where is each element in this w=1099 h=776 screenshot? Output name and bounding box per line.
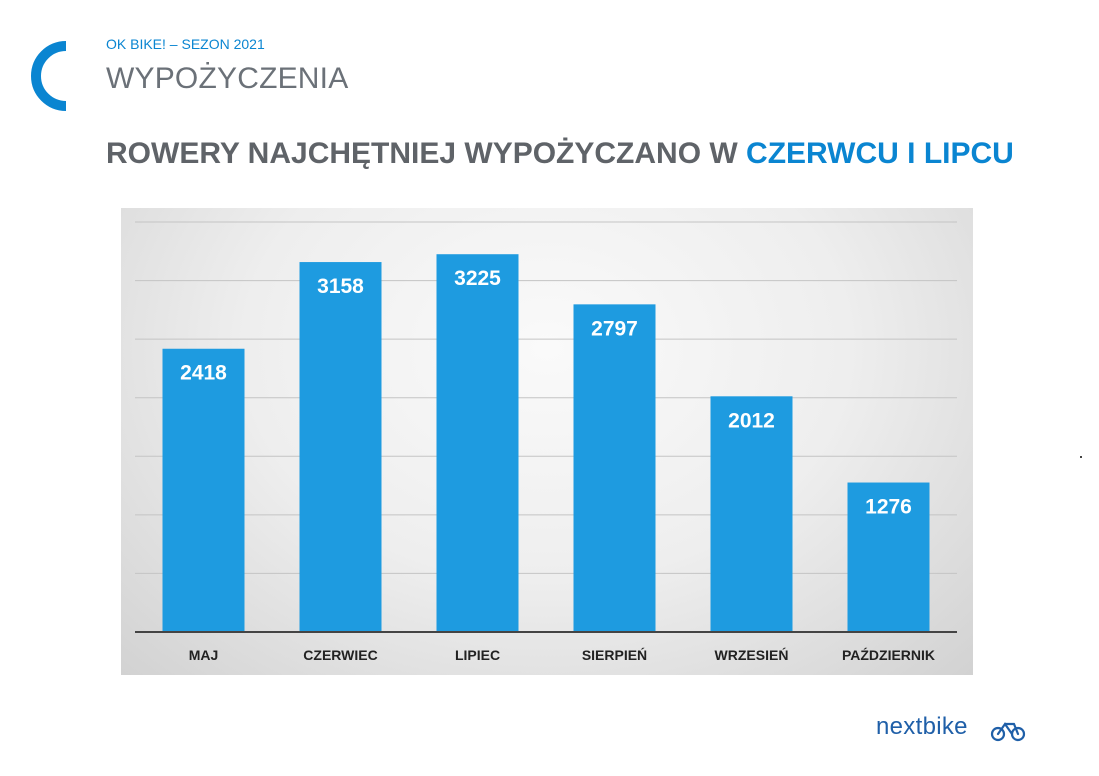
x-tick-label: CZERWIEC bbox=[303, 647, 377, 663]
bar-październik bbox=[847, 482, 930, 632]
bar-czerwiec bbox=[299, 262, 382, 632]
logo-c-icon bbox=[31, 41, 67, 111]
section-title: WYPOŻYCZENIA bbox=[106, 62, 349, 95]
x-tick-label: PAŹDZIERNIK bbox=[842, 647, 935, 663]
x-tick-label: LIPIEC bbox=[455, 647, 500, 663]
headline-accent: CZERWCU I LIPCU bbox=[746, 137, 1014, 170]
data-label: 2797 bbox=[591, 317, 638, 340]
data-label: 2418 bbox=[180, 362, 227, 385]
bar-wrzesień bbox=[710, 396, 793, 632]
season-kicker: OK BIKE! – SEZON 2021 bbox=[106, 36, 265, 52]
data-label: 3158 bbox=[317, 275, 364, 298]
x-tick-label: WRZESIEŃ bbox=[715, 647, 789, 663]
stray-dot bbox=[1080, 456, 1082, 458]
page-title: ROWERY NAJCHĘTNIEJ WYPOŻYCZANO W CZERWCU… bbox=[106, 137, 1014, 171]
x-tick-label: SIERPIEŃ bbox=[582, 647, 647, 663]
bicycle-icon bbox=[990, 722, 1026, 742]
bar-sierpień bbox=[573, 304, 656, 632]
data-label: 1276 bbox=[865, 496, 912, 519]
x-tick-label: MAJ bbox=[189, 647, 219, 663]
bar-chart: 2418 MAJ 3158 CZERWIEC 3225 LIPIEC 2797 SIERPIE… bbox=[135, 221, 957, 663]
bar-lipiec bbox=[436, 254, 519, 632]
brand-logo-text: nextbike bbox=[876, 713, 968, 740]
data-label: 2012 bbox=[728, 409, 775, 432]
bar-maj bbox=[162, 348, 245, 632]
headline-main: ROWERY NAJCHĘTNIEJ WYPOŻYCZANO W bbox=[106, 137, 747, 170]
data-label: 3225 bbox=[454, 267, 501, 290]
chart-panel: 2418 MAJ 3158 CZERWIEC 3225 LIPIEC 2797 SIERPIE… bbox=[121, 208, 973, 675]
